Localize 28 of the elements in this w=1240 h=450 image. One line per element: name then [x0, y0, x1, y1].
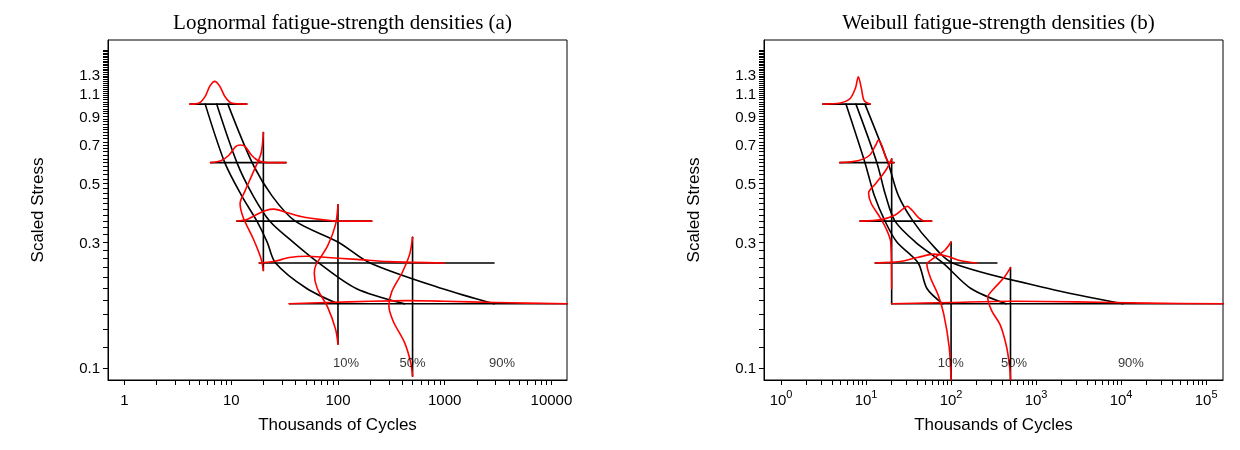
x-tick-label: 1 [120, 390, 129, 408]
y-tick-label: 0.5 [735, 175, 756, 193]
y-tick-label: 0.1 [79, 359, 100, 377]
y-axis-title: Scaled Stress [28, 157, 47, 263]
chart-title: Lognormal fatigue-strength densities (a) [173, 9, 512, 34]
x-tick-label: 1000 [428, 390, 462, 408]
annotation: 90% [489, 354, 516, 370]
chart-title: Weibull fatigue-strength densities (b) [842, 9, 1155, 34]
x-axis-title: Thousands of Cycles [914, 415, 1073, 434]
y-tick-label: 0.7 [79, 136, 100, 154]
annotation: 10% [332, 354, 360, 370]
annotation: 90% [1117, 354, 1145, 370]
y-tick-label: 1.1 [735, 84, 756, 102]
y-tick-label: 0.9 [79, 107, 100, 125]
x-axis-title: Thousands of Cycles [258, 415, 417, 434]
y-tick-label: 0.3 [735, 233, 756, 251]
y-tick-label: 0.3 [79, 233, 100, 251]
y-tick-label: 0.7 [735, 136, 756, 154]
y-axis-title: Scaled Stress [684, 157, 703, 263]
x-tick-label: 10000 [530, 390, 573, 408]
y-tick-label: 1.3 [735, 65, 756, 83]
x-tick-label: 100 [325, 390, 351, 408]
x-tick-label: 10 [222, 390, 240, 408]
y-tick-label: 0.5 [79, 175, 100, 193]
y-tick-label: 1.3 [79, 65, 100, 83]
y-tick-label: 0.1 [735, 359, 756, 377]
y-tick-label: 0.9 [735, 107, 756, 125]
y-tick-label: 1.1 [79, 84, 100, 102]
